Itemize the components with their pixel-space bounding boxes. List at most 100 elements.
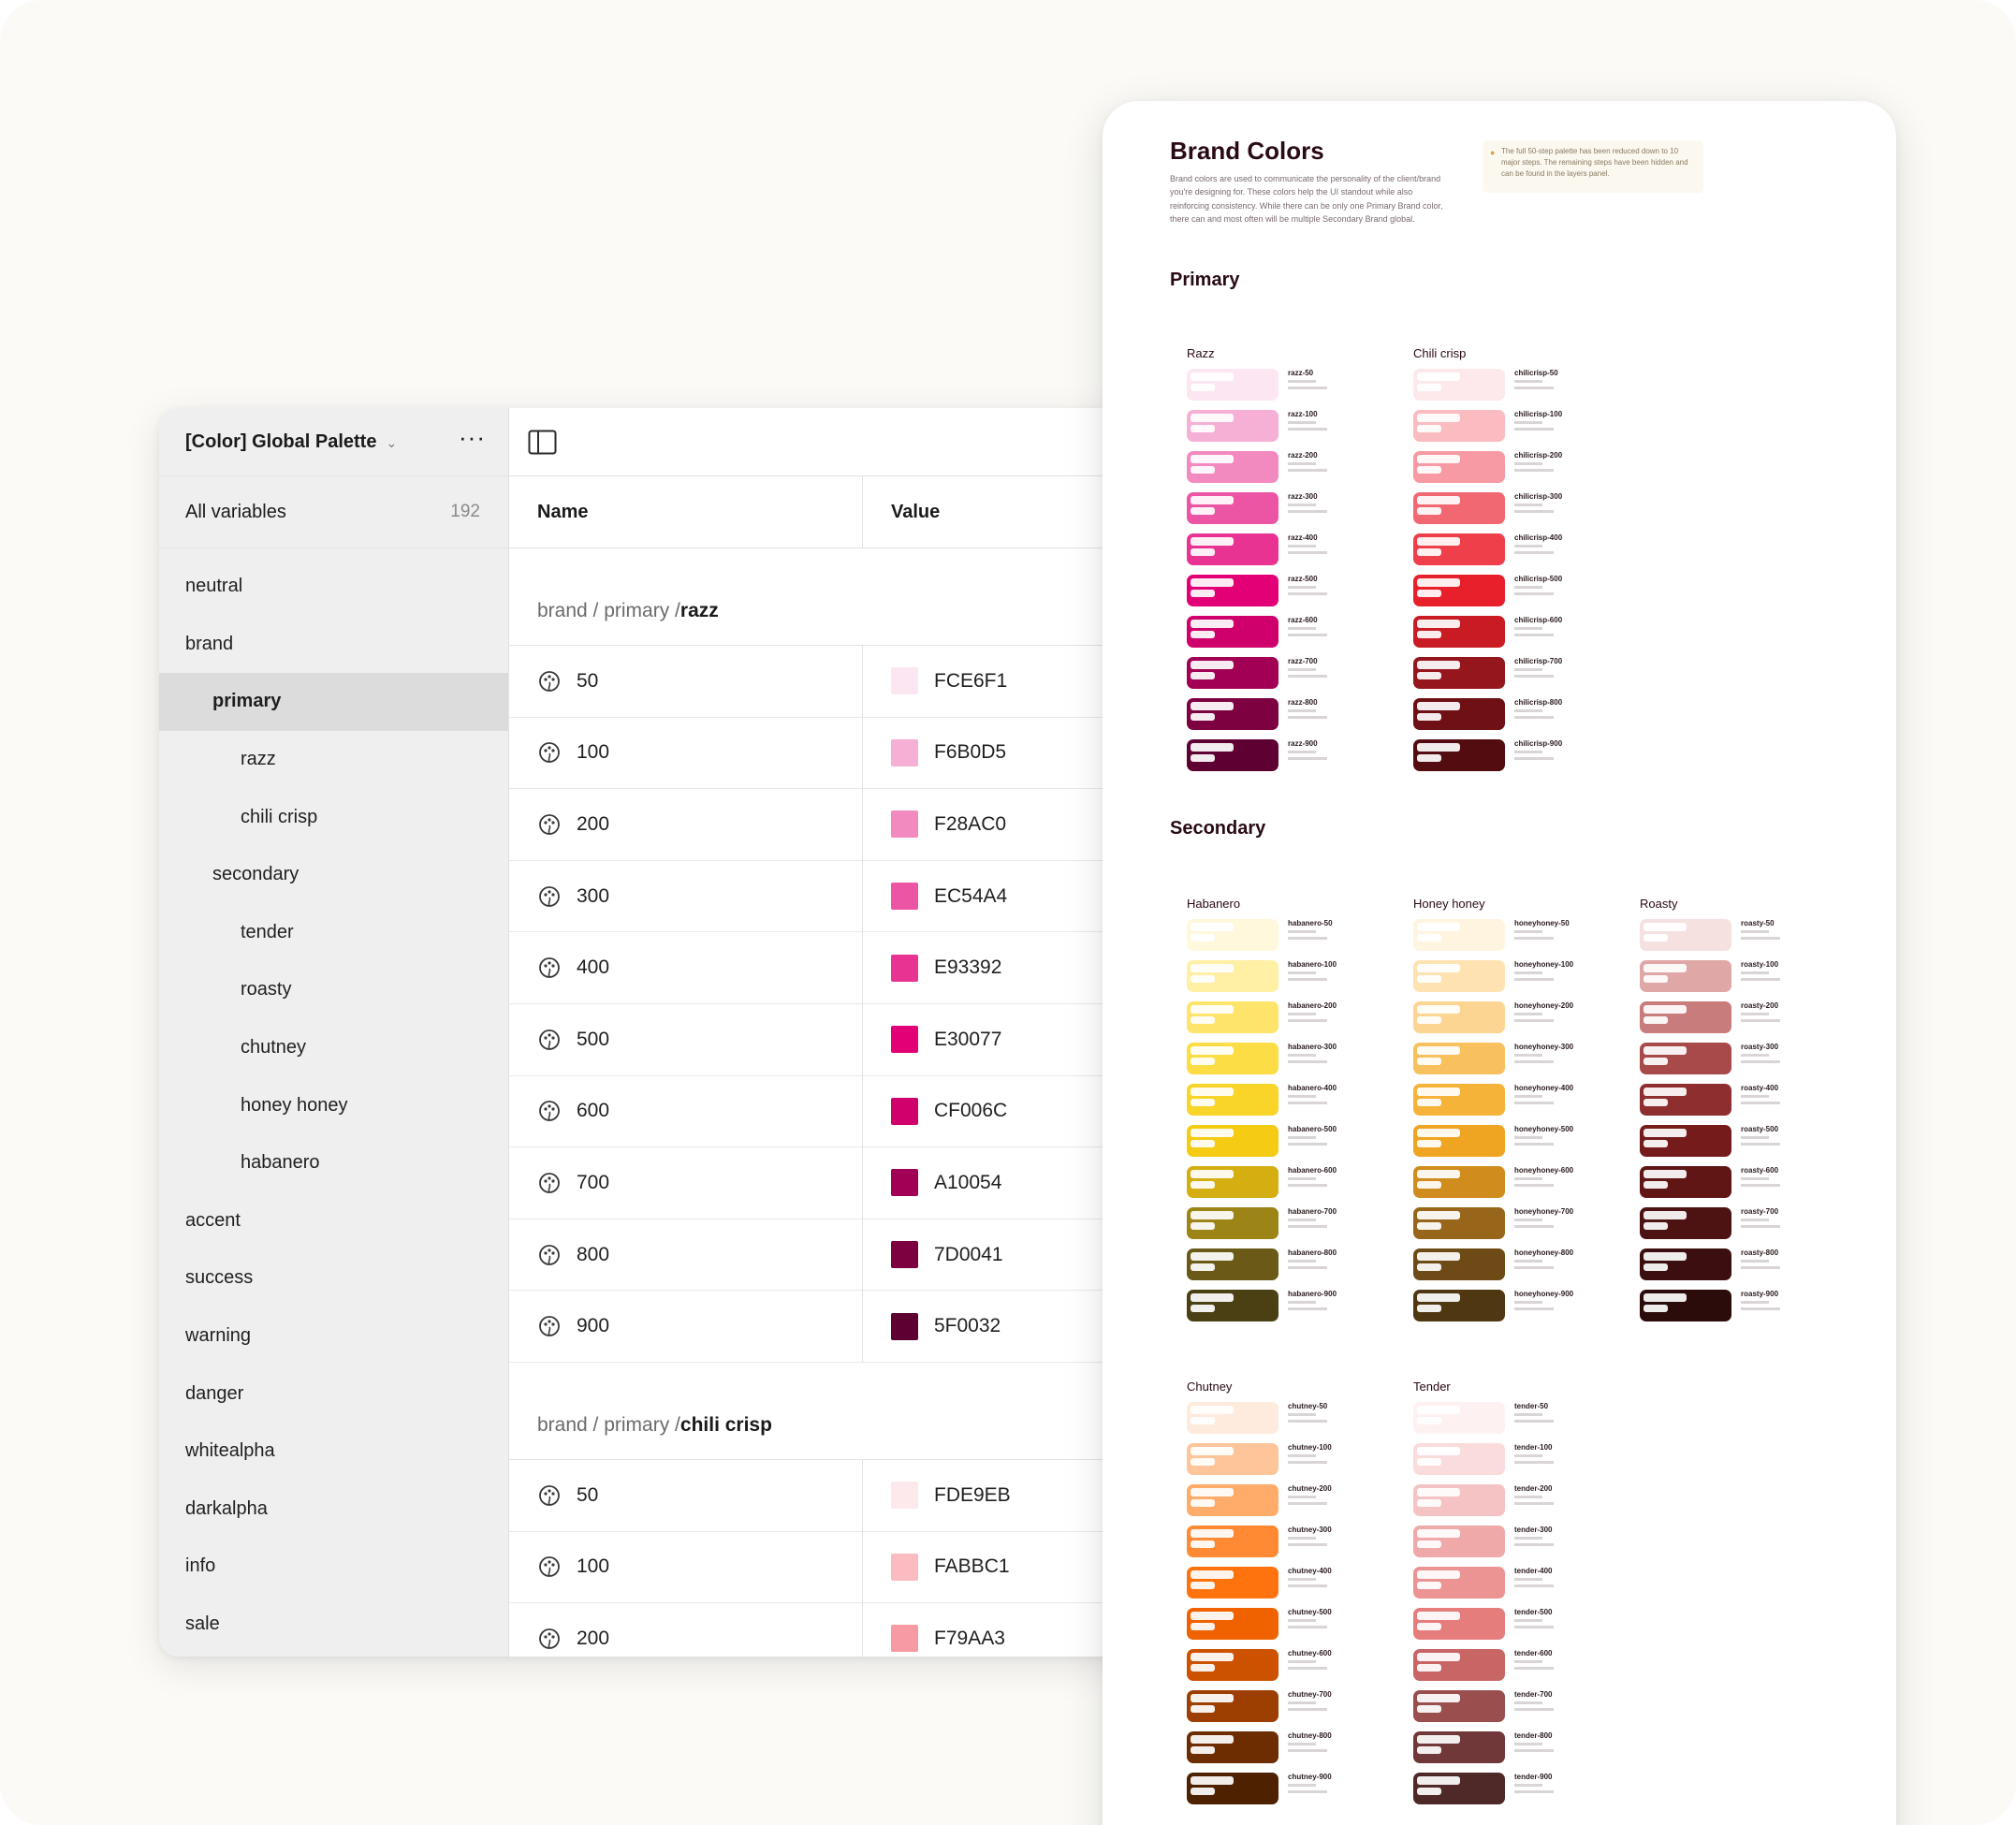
color-chip[interactable]: razz-500 [1187,575,1327,606]
color-chip[interactable]: razz-100 [1187,410,1327,442]
color-chip[interactable]: honeyhoney-900 [1413,1290,1573,1321]
variable-name-cell[interactable]: 200 [509,789,863,860]
group-item-accent[interactable]: accent [185,1209,241,1231]
color-chip[interactable]: habanero-50 [1187,919,1333,951]
color-chip[interactable]: honeyhoney-200 [1413,1001,1573,1033]
color-swatch[interactable] [891,1241,918,1269]
color-chip[interactable]: habanero-900 [1187,1290,1337,1321]
table-row[interactable]: 50 FDE9EB [509,1459,1132,1532]
color-chip[interactable]: tender-700 [1413,1690,1554,1722]
group-item-habanero[interactable]: habanero [241,1152,320,1174]
color-chip[interactable]: roasty-900 [1640,1290,1780,1321]
variable-value-cell[interactable]: 7D0041 [863,1219,1132,1291]
group-item-whitealpha[interactable]: whitealpha [185,1440,275,1462]
color-chip[interactable]: chilicrisp-100 [1413,410,1562,442]
variable-value-cell[interactable]: 5F0032 [863,1291,1132,1362]
variable-value-cell[interactable]: EC54A4 [863,861,1132,932]
color-chip[interactable]: tender-300 [1413,1526,1554,1557]
color-chip[interactable]: honeyhoney-600 [1413,1166,1573,1198]
color-chip[interactable]: roasty-800 [1640,1248,1780,1280]
table-row[interactable]: 400 E93392 [509,932,1132,1004]
color-chip[interactable]: honeyhoney-800 [1413,1248,1573,1280]
variable-name-cell[interactable]: 100 [509,717,863,789]
color-swatch[interactable] [891,1312,918,1340]
color-chip[interactable]: roasty-50 [1640,919,1780,951]
color-chip[interactable]: razz-400 [1187,533,1327,565]
color-chip[interactable]: roasty-200 [1640,1001,1780,1033]
group-item-chutney[interactable]: chutney [241,1037,307,1058]
table-row[interactable]: 800 7D0041 [509,1219,1132,1292]
color-chip[interactable]: chilicrisp-500 [1413,575,1562,606]
color-chip[interactable]: habanero-500 [1187,1125,1337,1157]
color-chip[interactable]: honeyhoney-100 [1413,960,1573,992]
group-item-chili-crisp[interactable]: chili crisp [241,806,318,827]
variable-name-cell[interactable]: 900 [509,1291,863,1362]
color-chip[interactable]: razz-600 [1187,616,1327,648]
variable-name-cell[interactable]: 50 [509,646,863,717]
color-chip[interactable]: chilicrisp-300 [1413,492,1562,524]
color-swatch[interactable] [891,738,918,766]
color-chip[interactable]: tender-800 [1413,1731,1554,1763]
color-chip[interactable]: roasty-600 [1640,1166,1780,1198]
color-swatch[interactable] [891,1169,918,1197]
group-item-neutral[interactable]: neutral [185,576,243,597]
table-row[interactable]: 600 CF006C [509,1075,1132,1148]
color-chip[interactable]: razz-300 [1187,492,1327,524]
group-item-warning[interactable]: warning [185,1325,252,1347]
color-chip[interactable]: tender-900 [1413,1773,1554,1804]
group-item-brand[interactable]: brand [185,633,234,654]
color-chip[interactable]: roasty-500 [1640,1125,1780,1157]
table-row[interactable]: 200 F28AC0 [509,789,1132,861]
color-swatch[interactable] [891,954,918,982]
color-chip[interactable]: chutney-300 [1187,1526,1332,1557]
table-row[interactable]: 900 5F0032 [509,1291,1132,1363]
color-chip[interactable]: chilicrisp-800 [1413,698,1562,730]
color-swatch[interactable] [891,1097,918,1125]
color-chip[interactable]: habanero-400 [1187,1084,1337,1116]
variable-value-cell[interactable]: FCE6F1 [863,646,1132,717]
variable-value-cell[interactable]: E30077 [863,1004,1132,1075]
variable-value-cell[interactable]: CF006C [863,1076,1132,1147]
value-column-header[interactable]: Value [891,501,941,522]
group-item-darkalpha[interactable]: darkalpha [185,1497,268,1519]
variable-name-cell[interactable]: 400 [509,932,863,1003]
color-chip[interactable]: chutney-200 [1187,1484,1332,1516]
group-item-secondary[interactable]: secondary [212,864,299,885]
color-chip[interactable]: tender-400 [1413,1567,1554,1599]
color-chip[interactable]: honeyhoney-50 [1413,919,1570,951]
variable-name-cell[interactable]: 50 [509,1459,863,1531]
color-swatch[interactable] [891,1625,918,1653]
variable-name-cell[interactable]: 100 [509,1531,863,1603]
color-chip[interactable]: tender-200 [1413,1484,1554,1516]
color-swatch[interactable] [891,1026,918,1054]
color-chip[interactable]: roasty-700 [1640,1207,1780,1239]
variable-value-cell[interactable]: FDE9EB [863,1460,1132,1531]
variable-name-cell[interactable]: 300 [509,860,863,932]
group-item-razz[interactable]: razz [241,749,276,770]
group-item-tender[interactable]: tender [241,921,294,942]
table-row[interactable]: 50 FCE6F1 [509,646,1132,718]
color-chip[interactable]: chutney-100 [1187,1443,1332,1475]
color-chip[interactable]: tender-100 [1413,1443,1554,1475]
color-chip[interactable]: roasty-300 [1640,1043,1780,1074]
color-chip[interactable]: honeyhoney-500 [1413,1125,1573,1157]
variable-name-cell[interactable]: 800 [509,1219,863,1291]
color-chip[interactable]: razz-200 [1187,451,1327,483]
table-row[interactable]: 100 F6B0D5 [509,717,1132,790]
color-chip[interactable]: razz-900 [1187,739,1327,771]
variable-value-cell[interactable]: FABBC1 [863,1532,1132,1603]
variable-value-cell[interactable]: A10054 [863,1147,1132,1219]
group-item-danger[interactable]: danger [185,1382,244,1404]
color-chip[interactable]: tender-500 [1413,1608,1554,1640]
color-chip[interactable]: razz-50 [1187,369,1327,401]
group-item-info[interactable]: info [185,1555,216,1577]
variable-value-cell[interactable]: F28AC0 [863,789,1132,860]
collection-title[interactable]: [Color] Global Palette [185,431,377,452]
color-chip[interactable]: tender-50 [1413,1402,1554,1434]
color-chip[interactable]: chutney-800 [1187,1731,1332,1763]
variable-value-cell[interactable]: F79AA3 [863,1603,1132,1657]
color-chip[interactable]: chutney-700 [1187,1690,1332,1722]
variable-value-cell[interactable]: F6B0D5 [863,718,1132,789]
variable-name-cell[interactable]: 500 [509,1003,863,1075]
color-chip[interactable]: chilicrisp-700 [1413,657,1562,689]
